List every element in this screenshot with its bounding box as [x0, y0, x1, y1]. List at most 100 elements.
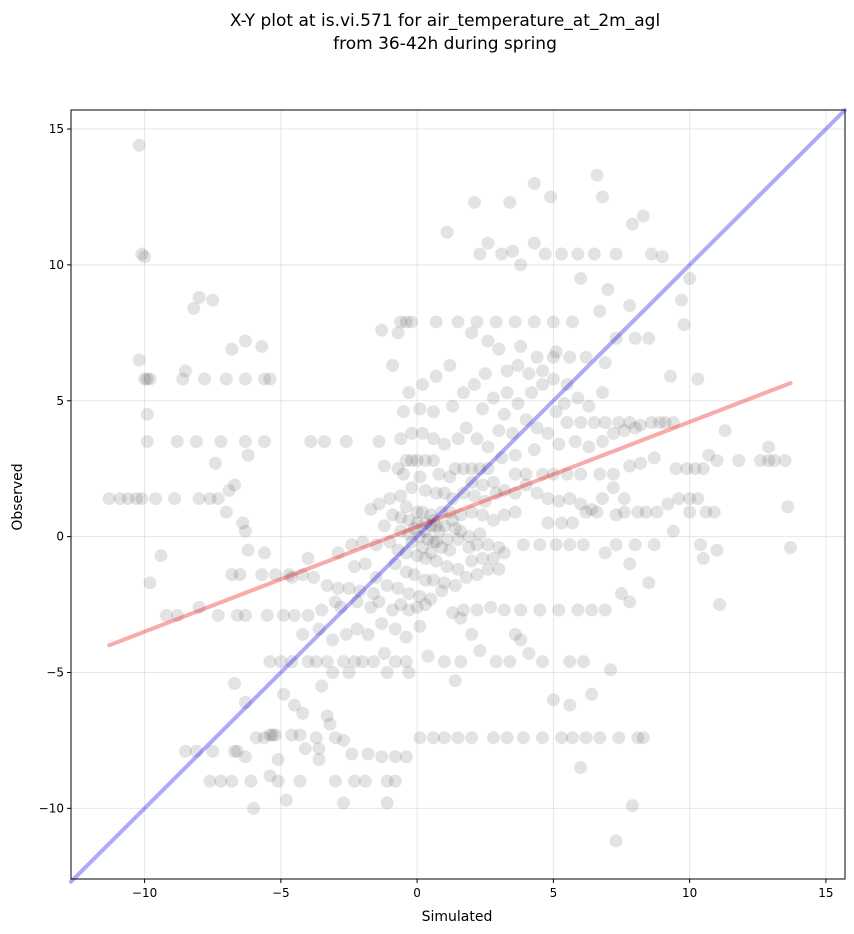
- scatter-point: [672, 492, 686, 506]
- scatter-point: [481, 462, 495, 476]
- scatter-point: [574, 467, 588, 481]
- scatter-point: [429, 486, 443, 500]
- x-tick-label: 10: [682, 886, 697, 900]
- scatter-point: [208, 456, 222, 470]
- y-tick-label: −5: [46, 665, 64, 679]
- scatter-point: [563, 538, 577, 552]
- scatter-point: [263, 728, 277, 742]
- scatter-point: [140, 407, 154, 421]
- scatter-point: [492, 540, 506, 554]
- scatter-point: [497, 546, 511, 560]
- scatter-point: [585, 502, 599, 516]
- scatter-point: [241, 543, 255, 557]
- scatter-point: [688, 462, 702, 476]
- scatter-point: [443, 358, 457, 372]
- scatter-point: [546, 372, 560, 386]
- scatter-point: [435, 540, 449, 554]
- scatter-point: [337, 796, 351, 810]
- scatter-point: [287, 698, 301, 712]
- scatter-point: [514, 633, 528, 647]
- scatter-point: [530, 486, 544, 500]
- scatter-point: [388, 557, 402, 571]
- scatter-point: [489, 655, 503, 669]
- scatter-point: [121, 492, 135, 506]
- scatter-point: [312, 742, 326, 756]
- scatter-point: [467, 489, 481, 503]
- scatter-point: [623, 415, 637, 429]
- scatter-point: [394, 524, 408, 538]
- scatter-point: [451, 315, 465, 329]
- scatter-point: [465, 554, 479, 568]
- scatter-point: [604, 663, 618, 677]
- scatter-point: [407, 568, 421, 582]
- scatter-point: [293, 774, 307, 788]
- scatter-point: [402, 386, 416, 400]
- scatter-point: [328, 774, 342, 788]
- scatter-point: [293, 728, 307, 742]
- scatter-point: [443, 505, 457, 519]
- scatter-point: [320, 579, 334, 593]
- scatter-point: [446, 399, 460, 413]
- scatter-point: [170, 608, 184, 622]
- scatter-point: [399, 500, 413, 514]
- scatter-point: [249, 731, 263, 745]
- scatter-point: [574, 415, 588, 429]
- scatter-point: [552, 603, 566, 617]
- scatter-point: [315, 603, 329, 617]
- scatter-point: [541, 426, 555, 440]
- scatter-point: [405, 454, 419, 468]
- scatter-point: [399, 655, 413, 669]
- scatter-point: [350, 622, 364, 636]
- scatter-point: [470, 315, 484, 329]
- scatter-point: [606, 426, 620, 440]
- scatter-point: [448, 462, 462, 476]
- scatter-point: [612, 415, 626, 429]
- scatter-point: [418, 524, 432, 538]
- scatter-point: [241, 448, 255, 462]
- scatter-point: [636, 731, 650, 745]
- scatter-point: [623, 557, 637, 571]
- scatter-point: [437, 519, 451, 533]
- scatter-point: [484, 600, 498, 614]
- scatter-point: [459, 421, 473, 435]
- scatter-point: [595, 386, 609, 400]
- grid: [71, 110, 845, 879]
- scatter-point: [402, 527, 416, 541]
- scatter-point: [514, 603, 528, 617]
- scatter-point: [476, 551, 490, 565]
- scatter-point: [535, 655, 549, 669]
- scatter-point: [418, 483, 432, 497]
- scatter-point: [192, 492, 206, 506]
- scatter-point: [470, 568, 484, 582]
- scatter-point: [451, 731, 465, 745]
- scatter-point: [645, 415, 658, 429]
- scatter-point: [669, 462, 683, 476]
- scatter-point: [410, 549, 424, 563]
- scatter-point: [631, 731, 645, 745]
- scatter-point: [587, 247, 601, 261]
- scatter-point: [710, 454, 724, 468]
- scatter-point: [593, 467, 607, 481]
- scatter-point: [399, 546, 413, 560]
- scatter-point: [503, 195, 517, 209]
- scatter-point: [762, 440, 776, 454]
- scatter-point: [328, 731, 342, 745]
- scatter-point: [159, 608, 173, 622]
- scatter-point: [339, 435, 353, 449]
- scatter-point: [326, 665, 340, 679]
- scatter-point: [511, 358, 525, 372]
- scatter-point: [623, 595, 637, 609]
- scatter-point: [456, 603, 470, 617]
- scatter-point: [135, 247, 149, 261]
- scatter-point: [647, 451, 661, 465]
- scatter-point: [576, 655, 590, 669]
- scatter-point: [287, 608, 301, 622]
- scatter-point: [258, 435, 271, 449]
- scatter-points: [102, 138, 797, 848]
- scatter-point: [549, 405, 563, 419]
- scatter-point: [432, 524, 446, 538]
- scatter-point: [388, 750, 402, 764]
- scatter-point: [595, 190, 609, 204]
- scatter-point: [424, 519, 438, 533]
